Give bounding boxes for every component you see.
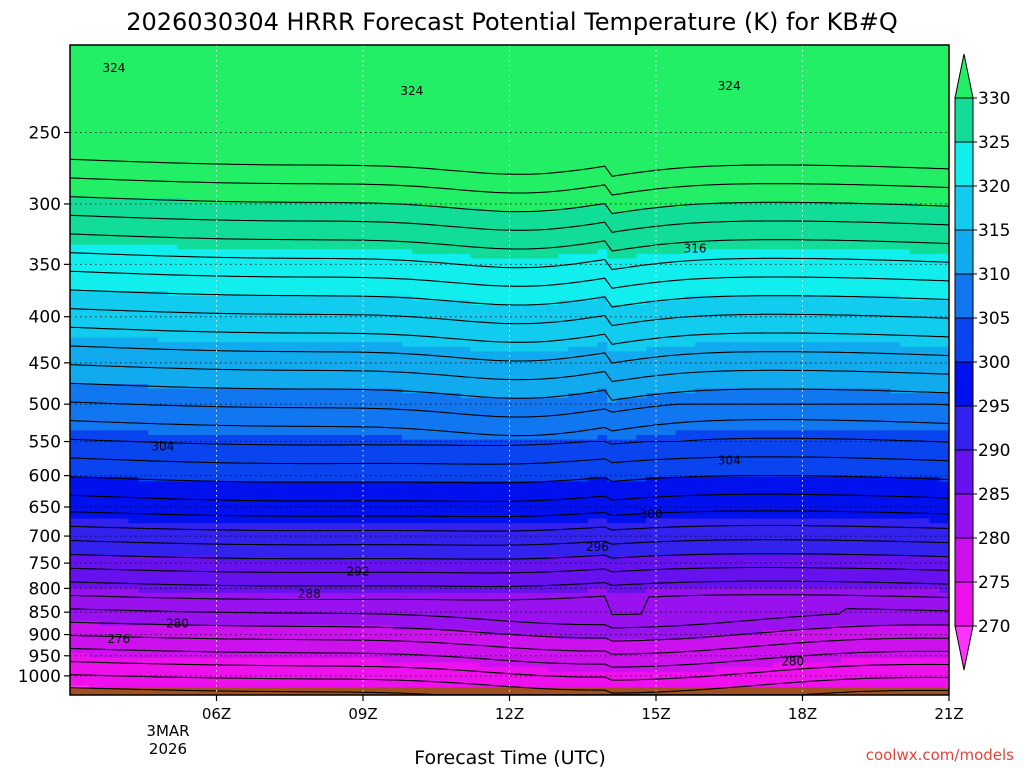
contour-label: 324 bbox=[102, 61, 125, 75]
contour-line bbox=[70, 687, 949, 695]
colorbar: 270 275 280 285 290 295 300 305 310 315 320 325 330 bbox=[954, 53, 1010, 671]
y-tick-label: 450 bbox=[29, 354, 61, 374]
y-tick-label: 500 bbox=[29, 395, 61, 415]
x-tick-label: 18Z bbox=[788, 705, 817, 723]
y-tick-label: 700 bbox=[29, 527, 61, 547]
contour-label: 280 bbox=[166, 617, 189, 631]
contour-line bbox=[70, 233, 949, 252]
colorbar-label: 310 bbox=[978, 265, 1010, 285]
colorbar-label: 305 bbox=[978, 309, 1010, 329]
colorbar-label: 300 bbox=[978, 353, 1010, 373]
colorbar-box bbox=[954, 361, 974, 407]
x-date-line1: 3MAR bbox=[146, 722, 189, 740]
y-tick-label: 550 bbox=[29, 433, 61, 453]
contour-line bbox=[70, 382, 949, 401]
contour-label: 292 bbox=[347, 564, 370, 578]
contour-line bbox=[70, 456, 949, 465]
y-tick-label: 350 bbox=[29, 255, 61, 275]
contour-line bbox=[70, 566, 949, 574]
chart-title: 2026030304 HRRR Forecast Potential Tempe… bbox=[126, 8, 898, 36]
contour-line bbox=[70, 326, 949, 345]
colorbar-box bbox=[954, 493, 974, 539]
contour-line bbox=[70, 308, 949, 327]
contour-label: 304 bbox=[718, 453, 741, 467]
x-tick-label: 06Z bbox=[202, 705, 231, 723]
contour-label: 324 bbox=[400, 84, 423, 98]
y-tick-label: 250 bbox=[29, 123, 61, 143]
colorbar-label: 290 bbox=[978, 441, 1010, 461]
contour-label: 300 bbox=[640, 507, 663, 521]
x-tick-label: 21Z bbox=[934, 705, 963, 723]
credit-text: coolwx.com/models bbox=[866, 746, 1014, 764]
contour-label: 316 bbox=[684, 241, 707, 255]
colorbar-box bbox=[954, 273, 974, 319]
contour-label: 280 bbox=[781, 655, 804, 669]
y-tick-label: 950 bbox=[29, 647, 61, 667]
colorbar-label: 295 bbox=[978, 397, 1010, 417]
x-tick-label: 15Z bbox=[641, 705, 670, 723]
y-tick-label: 400 bbox=[29, 308, 61, 328]
contour-label: 304 bbox=[151, 439, 174, 453]
colorbar-box bbox=[954, 229, 974, 275]
y-tick-label: 1000 bbox=[18, 667, 61, 687]
colorbar-label: 320 bbox=[978, 177, 1010, 197]
contour-label: 276 bbox=[107, 632, 130, 646]
y-tick-label: 800 bbox=[29, 579, 61, 599]
colorbar-arrow-bottom bbox=[954, 625, 974, 671]
x-date-line2: 2026 bbox=[149, 740, 187, 758]
colorbar-box bbox=[954, 185, 974, 231]
colorbar-box bbox=[954, 405, 974, 451]
colorbar-box bbox=[954, 97, 974, 143]
y-axis: 250 300 350 400 450 500 550 600 650 700 750 800 850 9… bbox=[18, 123, 70, 687]
colorbar-label: 315 bbox=[978, 221, 1010, 241]
y-tick-label: 600 bbox=[29, 467, 61, 487]
contour-line bbox=[70, 634, 949, 655]
contour-line bbox=[70, 674, 949, 694]
contour-line bbox=[70, 401, 949, 418]
x-axis: 06Z 09Z 12Z 15Z 18Z 21Z bbox=[202, 695, 964, 723]
contour-line bbox=[70, 177, 949, 196]
y-tick-label: 300 bbox=[29, 195, 61, 215]
colorbar-label: 275 bbox=[978, 573, 1010, 593]
colorbar-label: 330 bbox=[978, 89, 1010, 109]
y-tick-label: 900 bbox=[29, 626, 61, 646]
colorbar-arrow-top bbox=[954, 53, 974, 99]
y-tick-label: 850 bbox=[29, 603, 61, 623]
colorbar-label: 270 bbox=[978, 617, 1010, 637]
colorbar-box bbox=[954, 317, 974, 363]
contour-line bbox=[70, 252, 949, 271]
contour-label: 296 bbox=[586, 540, 609, 554]
x-tick-label: 12Z bbox=[495, 705, 524, 723]
colorbar-label: 325 bbox=[978, 133, 1010, 153]
y-tick-label: 650 bbox=[29, 498, 61, 518]
colorbar-label: 280 bbox=[978, 529, 1010, 549]
colorbar-box bbox=[954, 449, 974, 495]
contour-line bbox=[70, 661, 949, 681]
colorbar-label: 285 bbox=[978, 485, 1010, 505]
colorbar-box bbox=[954, 141, 974, 187]
x-tick-label: 09Z bbox=[348, 705, 377, 723]
contour-labels: 324 324 324 316 304 304 300 296 292 288 280 276 280 bbox=[102, 61, 804, 669]
contour-label: 324 bbox=[718, 79, 741, 93]
colorbar-box bbox=[954, 537, 974, 583]
colorbar-box bbox=[954, 581, 974, 627]
y-tick-label: 750 bbox=[29, 554, 61, 574]
contour-line bbox=[70, 553, 949, 560]
contour-label: 288 bbox=[298, 587, 321, 601]
x-axis-label: Forecast Time (UTC) bbox=[414, 747, 605, 768]
contour-line bbox=[70, 594, 949, 616]
